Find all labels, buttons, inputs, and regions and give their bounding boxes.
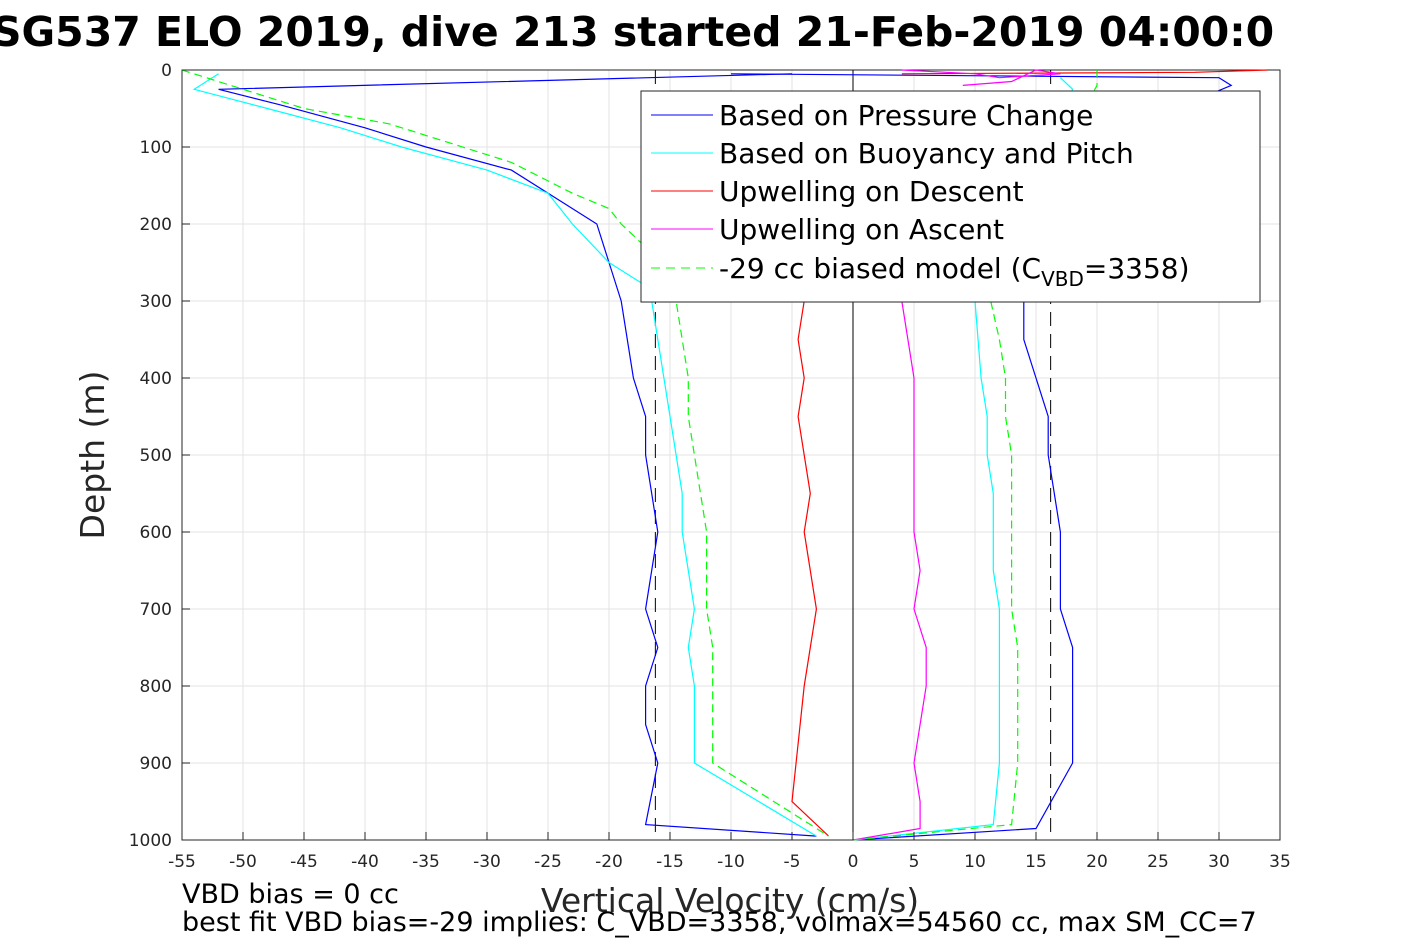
x-tick-label: -10 [717, 852, 745, 872]
legend-label-upwelling-descent: Upwelling on Descent [719, 175, 1024, 208]
x-tick-label: -45 [290, 852, 318, 872]
legend-label-buoyancy: Based on Buoyancy and Pitch [719, 137, 1134, 170]
x-tick-label: 10 [964, 852, 986, 872]
x-tick-label: -30 [473, 852, 501, 872]
x-tick-label: -25 [534, 852, 562, 872]
y-tick-label: 100 [140, 138, 172, 158]
x-tick-label: -40 [351, 852, 379, 872]
x-axis-ticks: -55 -50 -45 -40 -35 -30 -25 -20 -15 -10 -5 0 5 10 15 20… [168, 832, 1291, 872]
x-tick-label: -15 [656, 852, 684, 872]
x-tick-label: -5 [784, 852, 801, 872]
x-tick-label: 20 [1086, 852, 1108, 872]
y-axis-label: Depth (m) [73, 371, 112, 540]
legend-model-suffix: =3358) [1084, 252, 1190, 285]
y-tick-label: 500 [140, 446, 172, 466]
y-tick-label: 600 [140, 523, 172, 543]
legend-model-sub: VBD [1041, 267, 1084, 291]
y-tick-label: 1000 [129, 831, 172, 851]
x-tick-label: -55 [168, 852, 196, 872]
y-tick-label: 700 [140, 600, 172, 620]
series-line-up-descent [791, 300, 830, 837]
x-tick-label: 5 [909, 852, 920, 872]
series-line-buoyancy-asc [852, 77, 1074, 841]
chart-title: SG537 ELO 2019, dive 213 started 21-Feb-… [0, 8, 1274, 56]
legend-label-pressure: Based on Pressure Change [719, 99, 1093, 132]
y-tick-label: 400 [140, 369, 172, 389]
series-line-up-descent-surface [901, 69, 1268, 75]
x-tick-label: 35 [1269, 852, 1291, 872]
series-line-buoyancy-desc [192, 73, 817, 837]
x-tick-label: -20 [595, 852, 623, 872]
series-line-model-asc [852, 70, 1098, 841]
y-tick-label: 300 [140, 292, 172, 312]
legend: Based on Pressure Change Based on Buoyan… [640, 90, 1261, 303]
y-tick-label: 800 [140, 677, 172, 697]
footer-vbd-bias: VBD bias = 0 cc [182, 879, 399, 910]
y-tick-label: 0 [161, 61, 172, 81]
y-tick-label: 900 [140, 754, 172, 774]
y-tick-label: 200 [140, 215, 172, 235]
legend-model-prefix: -29 cc biased model (C [719, 252, 1041, 285]
series-line-pressure-desc [218, 73, 817, 837]
legend-label-model: -29 cc biased model (CVBD=3358) [719, 252, 1190, 291]
series-line-up-ascent [852, 300, 927, 841]
x-tick-label: 15 [1025, 852, 1047, 872]
footer-best-fit: best fit VBD bias=-29 implies: C_VBD=335… [182, 907, 1257, 938]
series-line-up-ascent-surface [901, 69, 1061, 86]
x-tick-label: 25 [1147, 852, 1169, 872]
x-tick-label: 0 [848, 852, 859, 872]
legend-box [640, 90, 1261, 303]
x-tick-label: -35 [412, 852, 440, 872]
x-tick-label: 30 [1208, 852, 1230, 872]
x-tick-label: -50 [229, 852, 257, 872]
x-axis-label: Vertical Velocity (cm/s) [541, 881, 919, 920]
legend-label-upwelling-ascent: Upwelling on Ascent [719, 213, 1004, 246]
y-axis-ticks: 0 100 200 300 400 500 600 700 800 900 1000 [129, 61, 190, 851]
